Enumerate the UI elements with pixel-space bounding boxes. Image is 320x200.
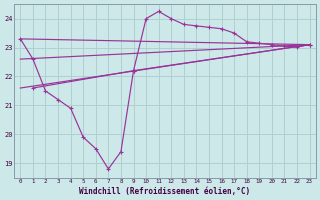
X-axis label: Windchill (Refroidissement éolien,°C): Windchill (Refroidissement éolien,°C): [79, 187, 251, 196]
